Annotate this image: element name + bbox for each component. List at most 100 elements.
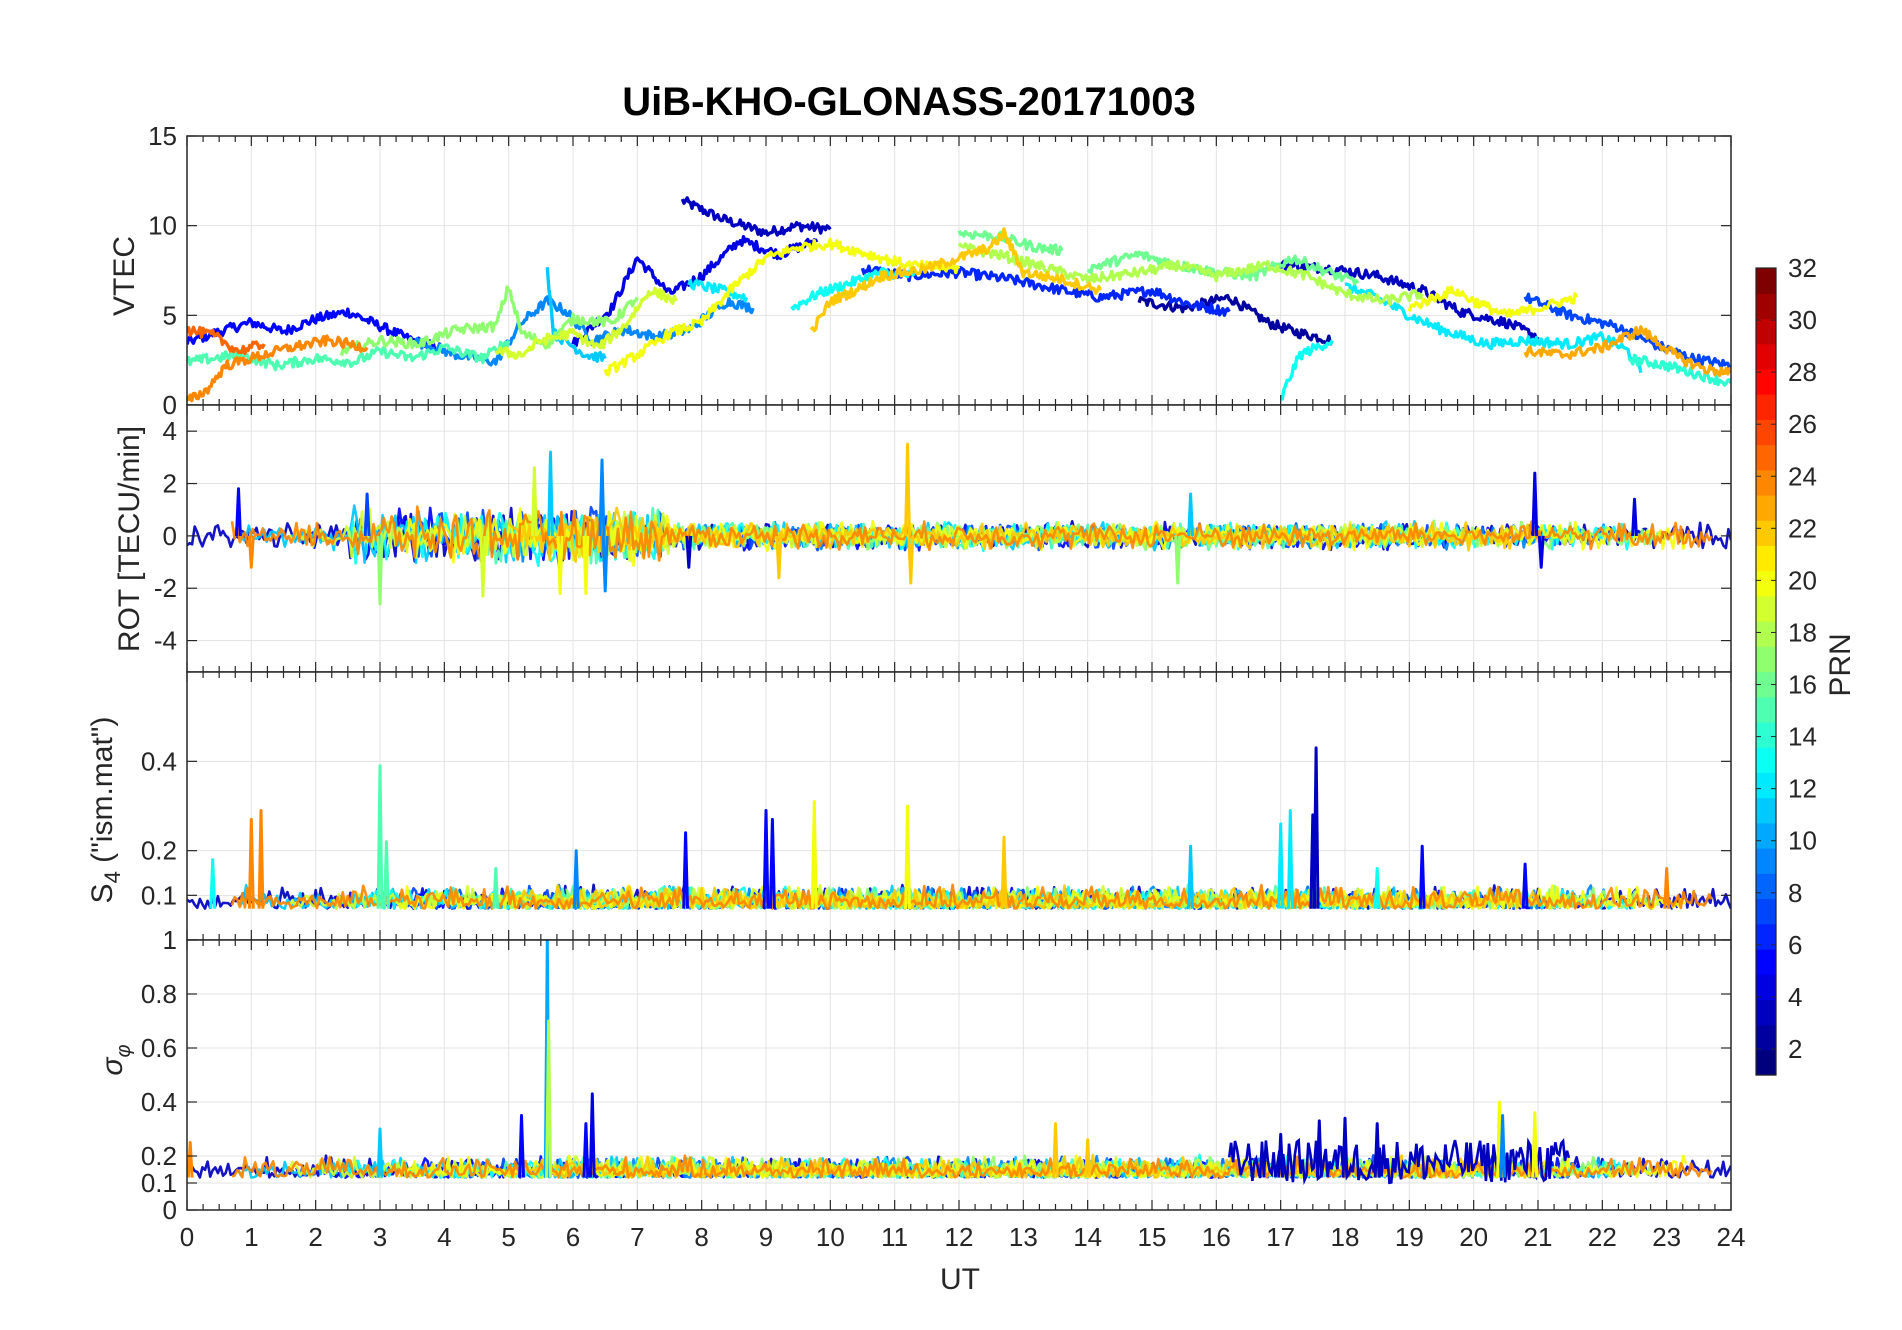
s4-spike xyxy=(383,840,390,909)
panel-sigma: 00.10.2 0.4 0.6 0.8 1 σφ xyxy=(96,925,1732,1225)
colorbar-cell xyxy=(1756,545,1776,572)
y-tick-label-sigma: 0.2 xyxy=(141,1141,177,1171)
colorbar-frame xyxy=(1755,267,1777,1076)
colorbar-tick-label: 2 xyxy=(1788,1034,1802,1064)
x-tick-label: 12 xyxy=(945,1222,974,1252)
x-tick-label: 3 xyxy=(373,1222,387,1252)
x-tick-label: 22 xyxy=(1588,1222,1617,1252)
rot-spike xyxy=(598,458,606,536)
y-tick-label-sigma: 0.6 xyxy=(141,1033,177,1063)
x-tick-label: 21 xyxy=(1524,1222,1553,1252)
s4-spike xyxy=(1277,822,1285,909)
y-tick-label-vtec: 15 xyxy=(148,121,177,151)
colorbar-cell xyxy=(1756,822,1776,849)
y-tick-label-rot: 2 xyxy=(163,469,177,499)
s4-spike xyxy=(209,858,217,909)
vtec-series-prn-13 xyxy=(1280,339,1334,401)
vtec-series-prn-2 xyxy=(1137,293,1334,346)
colorbar-tick-label: 20 xyxy=(1788,565,1817,595)
vtec-series-prn-5 xyxy=(187,307,446,353)
y-tick-label-sigma: 0.4 xyxy=(141,1087,177,1117)
vtec-series-prn-22 xyxy=(809,227,1103,333)
sigma-spike xyxy=(187,1141,194,1178)
sigma-spike xyxy=(1084,1138,1092,1178)
rot-spike xyxy=(907,535,915,585)
vtec-series-prn-12 xyxy=(687,278,749,303)
colorbar-cell xyxy=(1756,368,1776,395)
y-tick-label-vtec: 0 xyxy=(163,390,177,420)
s4-spike xyxy=(257,809,265,909)
x-tick-label: 24 xyxy=(1717,1222,1746,1252)
ylabel-sigma: σφ xyxy=(96,1044,135,1075)
y-tick-label-vtec: 10 xyxy=(148,211,177,241)
y-tick-label-sigma: 0.1 xyxy=(141,1168,177,1198)
s4-spike xyxy=(1373,867,1381,909)
ylabel-s4: S4 ("ism.mat") xyxy=(86,717,125,904)
x-tick-label: 0 xyxy=(180,1222,194,1252)
colorbar-cell xyxy=(1756,696,1776,723)
colorbar-label: PRN xyxy=(1824,633,1857,696)
x-tick-label: 10 xyxy=(816,1222,845,1252)
colorbar-cell xyxy=(1756,671,1776,698)
x-tick-label: 8 xyxy=(694,1222,708,1252)
y-tick-label-rot: -4 xyxy=(154,626,177,656)
rot-spike xyxy=(556,535,564,595)
s4-spike xyxy=(1521,862,1529,909)
x-tick-label: 18 xyxy=(1331,1222,1360,1252)
sigma-spike xyxy=(1315,1119,1323,1178)
rot-trace-prn-22 xyxy=(507,506,1540,563)
colorbar-cell xyxy=(1756,1049,1776,1076)
colorbar-cell xyxy=(1756,797,1776,824)
series-group-vtec xyxy=(187,196,1731,403)
sigma-spike xyxy=(1373,1122,1381,1178)
sigma-spike xyxy=(1531,1111,1539,1178)
sigma-spike xyxy=(1052,1122,1059,1178)
s4-spike xyxy=(1286,809,1294,909)
y-tick-label-rot: -2 xyxy=(154,573,177,603)
rot-spike xyxy=(775,535,783,580)
colorbar-tick-label: 16 xyxy=(1788,670,1817,700)
rot-spike xyxy=(1531,471,1539,536)
series-group-sigma xyxy=(187,940,1731,1186)
y-tick-label-rot: 0 xyxy=(163,521,177,551)
s4-spike xyxy=(810,800,818,909)
vtec-series-prn-17 xyxy=(339,285,639,357)
vtec-series-prn-24 xyxy=(187,334,369,403)
sigma-spike xyxy=(1499,1114,1506,1178)
rot-spike xyxy=(1187,492,1194,536)
y-tick-label-s4: 0.2 xyxy=(141,836,177,866)
colorbar-tick-label: 6 xyxy=(1788,930,1802,960)
colorbar-cell xyxy=(1756,747,1776,773)
rot-spike xyxy=(1174,535,1182,585)
rot-spike xyxy=(376,535,384,606)
rot-spike xyxy=(582,535,590,595)
sigma-spike xyxy=(518,1114,525,1178)
series-group-s4 xyxy=(187,746,1731,910)
vtec-series-prn-3 xyxy=(680,196,832,237)
colorbar-cell xyxy=(1756,948,1776,975)
s4-spike xyxy=(1418,844,1426,909)
vtec-series-prn-12 xyxy=(1344,282,1643,374)
s4-spike xyxy=(492,867,500,909)
colorbar-cell xyxy=(1756,646,1776,673)
colorbar-cell xyxy=(1756,621,1776,647)
colorbar-cell xyxy=(1756,1024,1776,1051)
rot-spike xyxy=(547,450,554,536)
colorbar-tick-label: 18 xyxy=(1788,617,1817,647)
colorbar-tick-label: 24 xyxy=(1788,461,1817,491)
y-tick-label-vtec: 5 xyxy=(163,300,177,330)
colorbar-cell xyxy=(1756,848,1776,874)
colorbar-tick-label: 14 xyxy=(1788,722,1817,752)
x-tick-labels: 0 1 2 3 4 5 6 7 8 9 10 11 12 13 14 15 16 17 18 19 20 21 22 23 24 xyxy=(180,1222,1746,1252)
x-tick-label: 7 xyxy=(630,1222,644,1252)
sigma-spike xyxy=(376,1127,384,1178)
sigma-spike xyxy=(1341,1116,1349,1178)
chart-title: UiB-KHO-GLONASS-20171003 xyxy=(622,80,1196,124)
x-tick-label: 15 xyxy=(1138,1222,1167,1252)
colorbar-tick-label: 30 xyxy=(1788,305,1817,335)
vtec-series-prn-18 xyxy=(957,242,1424,307)
x-tick-label: 4 xyxy=(437,1222,451,1252)
s4-spike xyxy=(1309,813,1317,909)
vtec-series-prn-14 xyxy=(1627,353,1731,387)
